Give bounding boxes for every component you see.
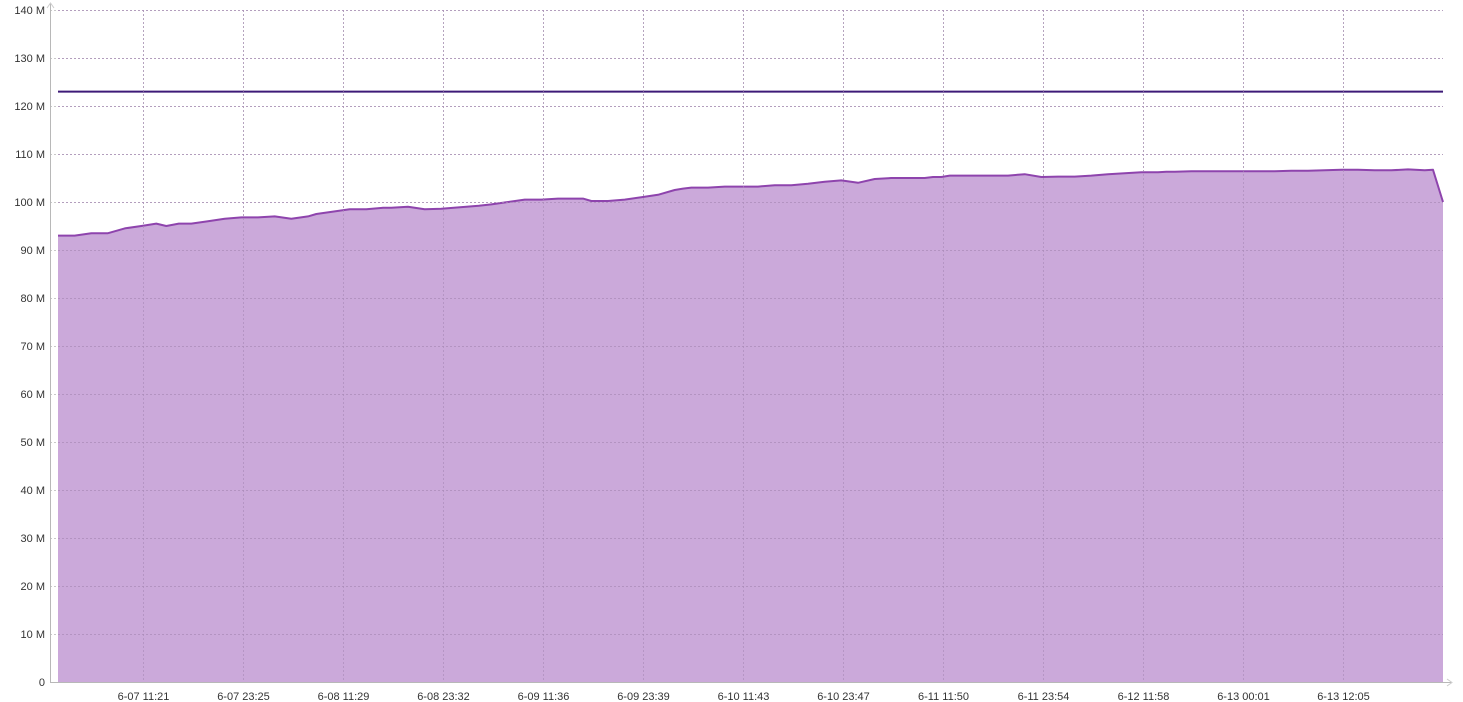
x-axis-arrow-icon xyxy=(1446,678,1453,687)
y-tick-label: 110 M xyxy=(15,149,45,161)
y-tick-label: 70 M xyxy=(21,341,45,353)
x-tick-label: 6-07 23:25 xyxy=(217,691,270,702)
y-tick-label: 40 M xyxy=(21,485,45,497)
y-tick-label: 80 M xyxy=(21,293,45,305)
x-tick-label: 6-10 11:43 xyxy=(718,691,770,702)
x-tick-label: 6-09 11:36 xyxy=(518,691,570,702)
x-tick-label: 6-13 12:05 xyxy=(1317,691,1370,702)
y-tick-label: 20 M xyxy=(21,581,45,593)
x-tick-labels: 6-07 11:21 6-07 23:25 6-08 11:29 6-08 23:32… xyxy=(118,691,1370,702)
y-tick-label: 90 M xyxy=(21,245,45,257)
x-tick-label: 6-11 11:50 xyxy=(918,691,969,702)
x-tick-label: 6-11 23:54 xyxy=(1018,691,1070,702)
y-tick-label: 0 xyxy=(39,677,45,689)
y-tick-labels: 0 10 M 20 M 30 M 40 M 50 M 60 M 70 M 80 M 90 M 100… xyxy=(14,5,45,689)
y-tick-label: 50 M xyxy=(21,437,45,449)
y-axis-arrow-icon xyxy=(46,2,55,9)
area-series-line xyxy=(58,168,1444,237)
y-tick-label: 100 M xyxy=(14,197,45,209)
area-fill xyxy=(58,169,1443,682)
x-tick-label: 6-08 23:32 xyxy=(417,691,470,702)
x-tick-label: 6-07 11:21 xyxy=(118,691,170,702)
x-tick-label: 6-12 11:58 xyxy=(1118,691,1170,702)
series-layer xyxy=(58,10,1444,682)
y-tick-label: 130 M xyxy=(14,53,45,65)
x-tick-label: 6-08 11:29 xyxy=(318,691,370,702)
y-tick-label: 10 M xyxy=(21,629,45,641)
y-tick-label: 120 M xyxy=(14,101,45,113)
x-tick-label: 6-13 00:01 xyxy=(1217,691,1270,702)
y-tick-label: 140 M xyxy=(14,5,45,17)
y-tick-label: 30 M xyxy=(21,533,45,545)
x-tick-label: 6-10 23:47 xyxy=(817,691,870,702)
y-tick-label: 60 M xyxy=(21,389,45,401)
x-tick-label: 6-09 23:39 xyxy=(617,691,670,702)
